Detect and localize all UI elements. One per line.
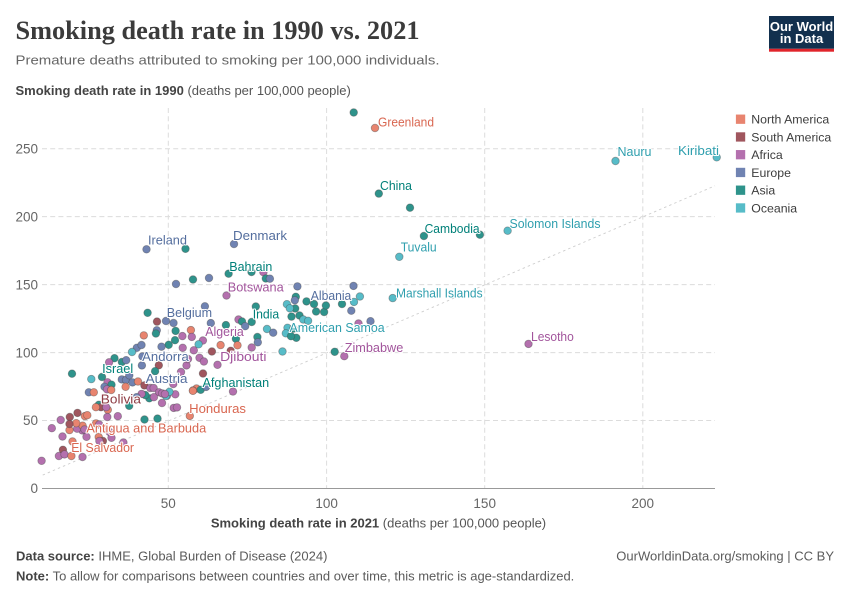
svg-text:Solomon Islands: Solomon Islands [510, 216, 601, 231]
svg-text:American Samoa: American Samoa [290, 320, 386, 335]
svg-text:Europe: Europe [751, 166, 791, 180]
svg-text:in Data: in Data [780, 31, 824, 46]
svg-text:Smoking death rate in 1990 vs.: Smoking death rate in 1990 vs. 2021 [16, 16, 420, 45]
svg-text:Bahrain: Bahrain [229, 259, 272, 274]
svg-text:50: 50 [161, 496, 176, 511]
svg-text:OurWorldinData.org/smoking | C: OurWorldinData.org/smoking | CC BY [616, 549, 834, 564]
svg-text:Algeria: Algeria [205, 324, 244, 339]
svg-text:200: 200 [632, 496, 655, 511]
svg-text:Note: To allow for comparisons: Note: To allow for comparisons between c… [16, 568, 574, 583]
svg-text:Africa: Africa [751, 148, 783, 162]
svg-text:Marshall Islands: Marshall Islands [396, 286, 483, 301]
svg-text:50: 50 [23, 413, 38, 428]
svg-text:Austria: Austria [146, 371, 189, 386]
svg-text:Honduras: Honduras [189, 401, 246, 416]
svg-text:Antigua and Barbuda: Antigua and Barbuda [86, 421, 207, 436]
svg-text:Asia: Asia [751, 184, 775, 198]
svg-text:Albania: Albania [311, 288, 352, 303]
svg-text:Smoking death rate in 1990 (de: Smoking death rate in 1990 (deaths per 1… [16, 83, 351, 98]
svg-text:Cambodia: Cambodia [425, 221, 481, 236]
svg-text:Nauru: Nauru [618, 144, 652, 159]
svg-text:Premature deaths attributed to: Premature deaths attributed to smoking p… [16, 52, 440, 67]
svg-text:Denmark: Denmark [233, 228, 287, 243]
svg-text:China: China [380, 178, 413, 193]
svg-text:Our World: Our World [770, 19, 833, 34]
svg-text:0: 0 [30, 481, 38, 496]
svg-text:Data source: IHME, Global Burd: Data source: IHME, Global Burden of Dise… [16, 549, 327, 564]
svg-text:Smoking death rate in 2021 (de: Smoking death rate in 2021 (deaths per 1… [211, 516, 546, 531]
svg-text:India: India [253, 306, 280, 321]
svg-text:200: 200 [15, 209, 38, 224]
svg-text:Afghanistan: Afghanistan [203, 375, 270, 390]
svg-text:250: 250 [15, 141, 38, 156]
svg-text:Bolivia: Bolivia [101, 392, 142, 407]
svg-text:Greenland: Greenland [378, 115, 434, 130]
svg-text:North America: North America [751, 113, 829, 127]
svg-text:100: 100 [315, 496, 338, 511]
svg-text:100: 100 [15, 345, 38, 360]
svg-text:Belgium: Belgium [167, 305, 212, 320]
svg-text:Botswana: Botswana [228, 280, 285, 295]
svg-text:El Salvador: El Salvador [71, 440, 134, 455]
svg-text:Oceania: Oceania [751, 201, 797, 215]
svg-text:Ireland: Ireland [148, 233, 187, 248]
svg-text:Djibouti: Djibouti [220, 349, 267, 364]
svg-text:150: 150 [15, 277, 38, 292]
svg-text:Andorra: Andorra [142, 349, 189, 364]
svg-text:Lesotho: Lesotho [531, 329, 574, 344]
svg-text:150: 150 [473, 496, 496, 511]
svg-text:Tuvalu: Tuvalu [401, 240, 437, 255]
svg-text:South America: South America [751, 130, 831, 144]
svg-text:Zimbabwe: Zimbabwe [345, 340, 404, 355]
svg-text:Kiribati: Kiribati [678, 143, 719, 158]
svg-text:Israel: Israel [102, 361, 133, 376]
